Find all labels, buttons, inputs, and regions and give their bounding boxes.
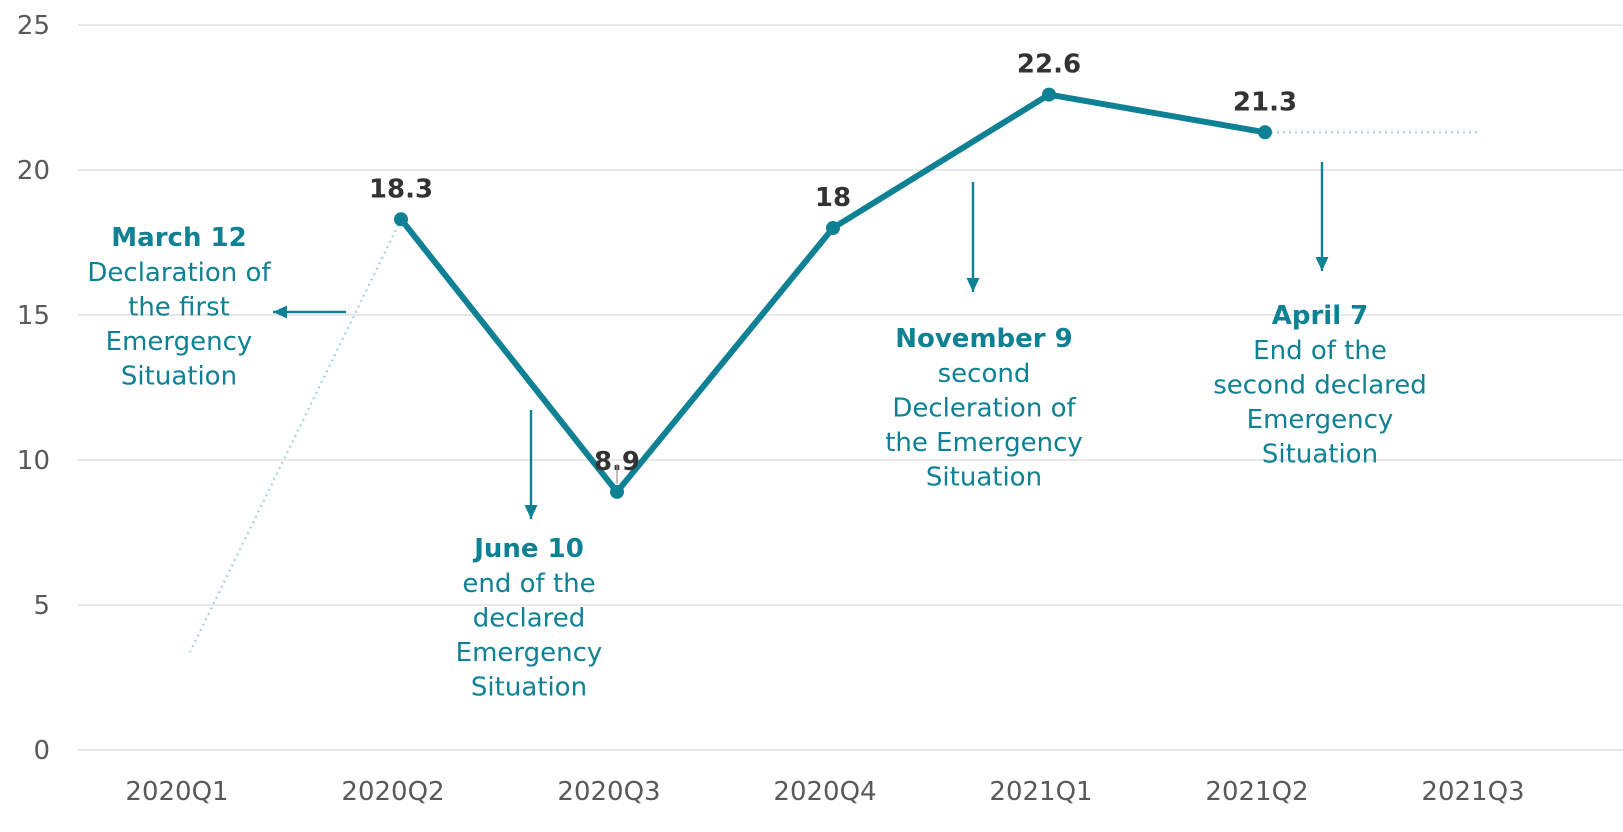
y-tick-label: 25 [17,11,50,41]
x-tick-label: 2021Q2 [1205,777,1308,807]
annotation-line: the first [128,293,230,323]
arrow-left-head [273,305,287,319]
data-point [1042,87,1056,102]
data-point [826,221,840,235]
y-tick-label: 15 [17,301,50,331]
arrow-down-june-head [524,505,538,519]
annotation-line: Emergency [106,327,253,357]
series [394,87,1272,499]
annotation-line: the Emergency [885,428,1083,458]
y-axis: 0 5 10 15 20 25 [17,11,50,766]
y-tick-label: 20 [17,156,50,186]
gridlines [78,24,1623,751]
y-tick-label: 10 [17,446,50,476]
x-tick-label: 2020Q1 [125,777,228,807]
annotation-line: end of the [462,569,595,599]
data-point [1258,125,1272,140]
annotation-line: Situation [1262,440,1378,470]
annotation-title: April 7 [1272,301,1369,331]
annotation-line: Declaration of [87,258,271,288]
x-tick-label: 2020Q2 [341,777,444,807]
annotation-line: declared [473,604,586,634]
data-point [394,212,408,227]
annotation-line: Emergency [1247,405,1394,435]
annotation-november-9: November 9 second Decleration of the Emerge… [885,324,1083,493]
annotation-line: Situation [121,362,237,392]
dotted-guides [189,131,1477,653]
x-tick-label: 2021Q3 [1421,777,1524,807]
annotation-line: Emergency [456,638,603,668]
data-label: 22.6 [1017,50,1081,80]
y-tick-label: 5 [33,591,50,621]
annotation-line: second declared [1213,371,1427,401]
data-label: 18.3 [369,174,433,204]
annotation-line: second [938,359,1031,389]
annotation-line: Decleration of [892,394,1076,424]
x-tick-label: 2021Q1 [989,777,1092,807]
annotation-line: Situation [471,673,587,703]
data-label: 18 [815,183,851,213]
arrow-down-november-head [966,278,980,292]
annotations: March 12 Declaration of the first Emergency… [87,162,1427,703]
data-point [610,484,624,499]
annotation-line: End of the [1253,336,1387,366]
annotation-title: June 10 [472,534,584,564]
dotted-guide-start [189,218,402,653]
annotation-line: Situation [926,463,1042,493]
annotation-title: November 9 [895,324,1073,354]
x-axis: 2020Q1 2020Q2 2020Q3 2020Q4 2021Q1 2021Q2 2021… [125,777,1524,807]
y-tick-label: 0 [33,736,50,766]
annotation-june-10: June 10 end of the declared Emergency Situat… [456,534,603,703]
x-tick-label: 2020Q4 [773,777,876,807]
annotation-march-12: March 12 Declaration of the first Emergency… [87,223,271,392]
arrow-down-april-head [1315,257,1329,271]
annotation-april-7: April 7 End of the second declared Emergenc… [1213,301,1427,470]
annotation-title: March 12 [111,223,246,253]
x-tick-label: 2020Q3 [557,777,660,807]
data-label: 21.3 [1233,87,1297,117]
